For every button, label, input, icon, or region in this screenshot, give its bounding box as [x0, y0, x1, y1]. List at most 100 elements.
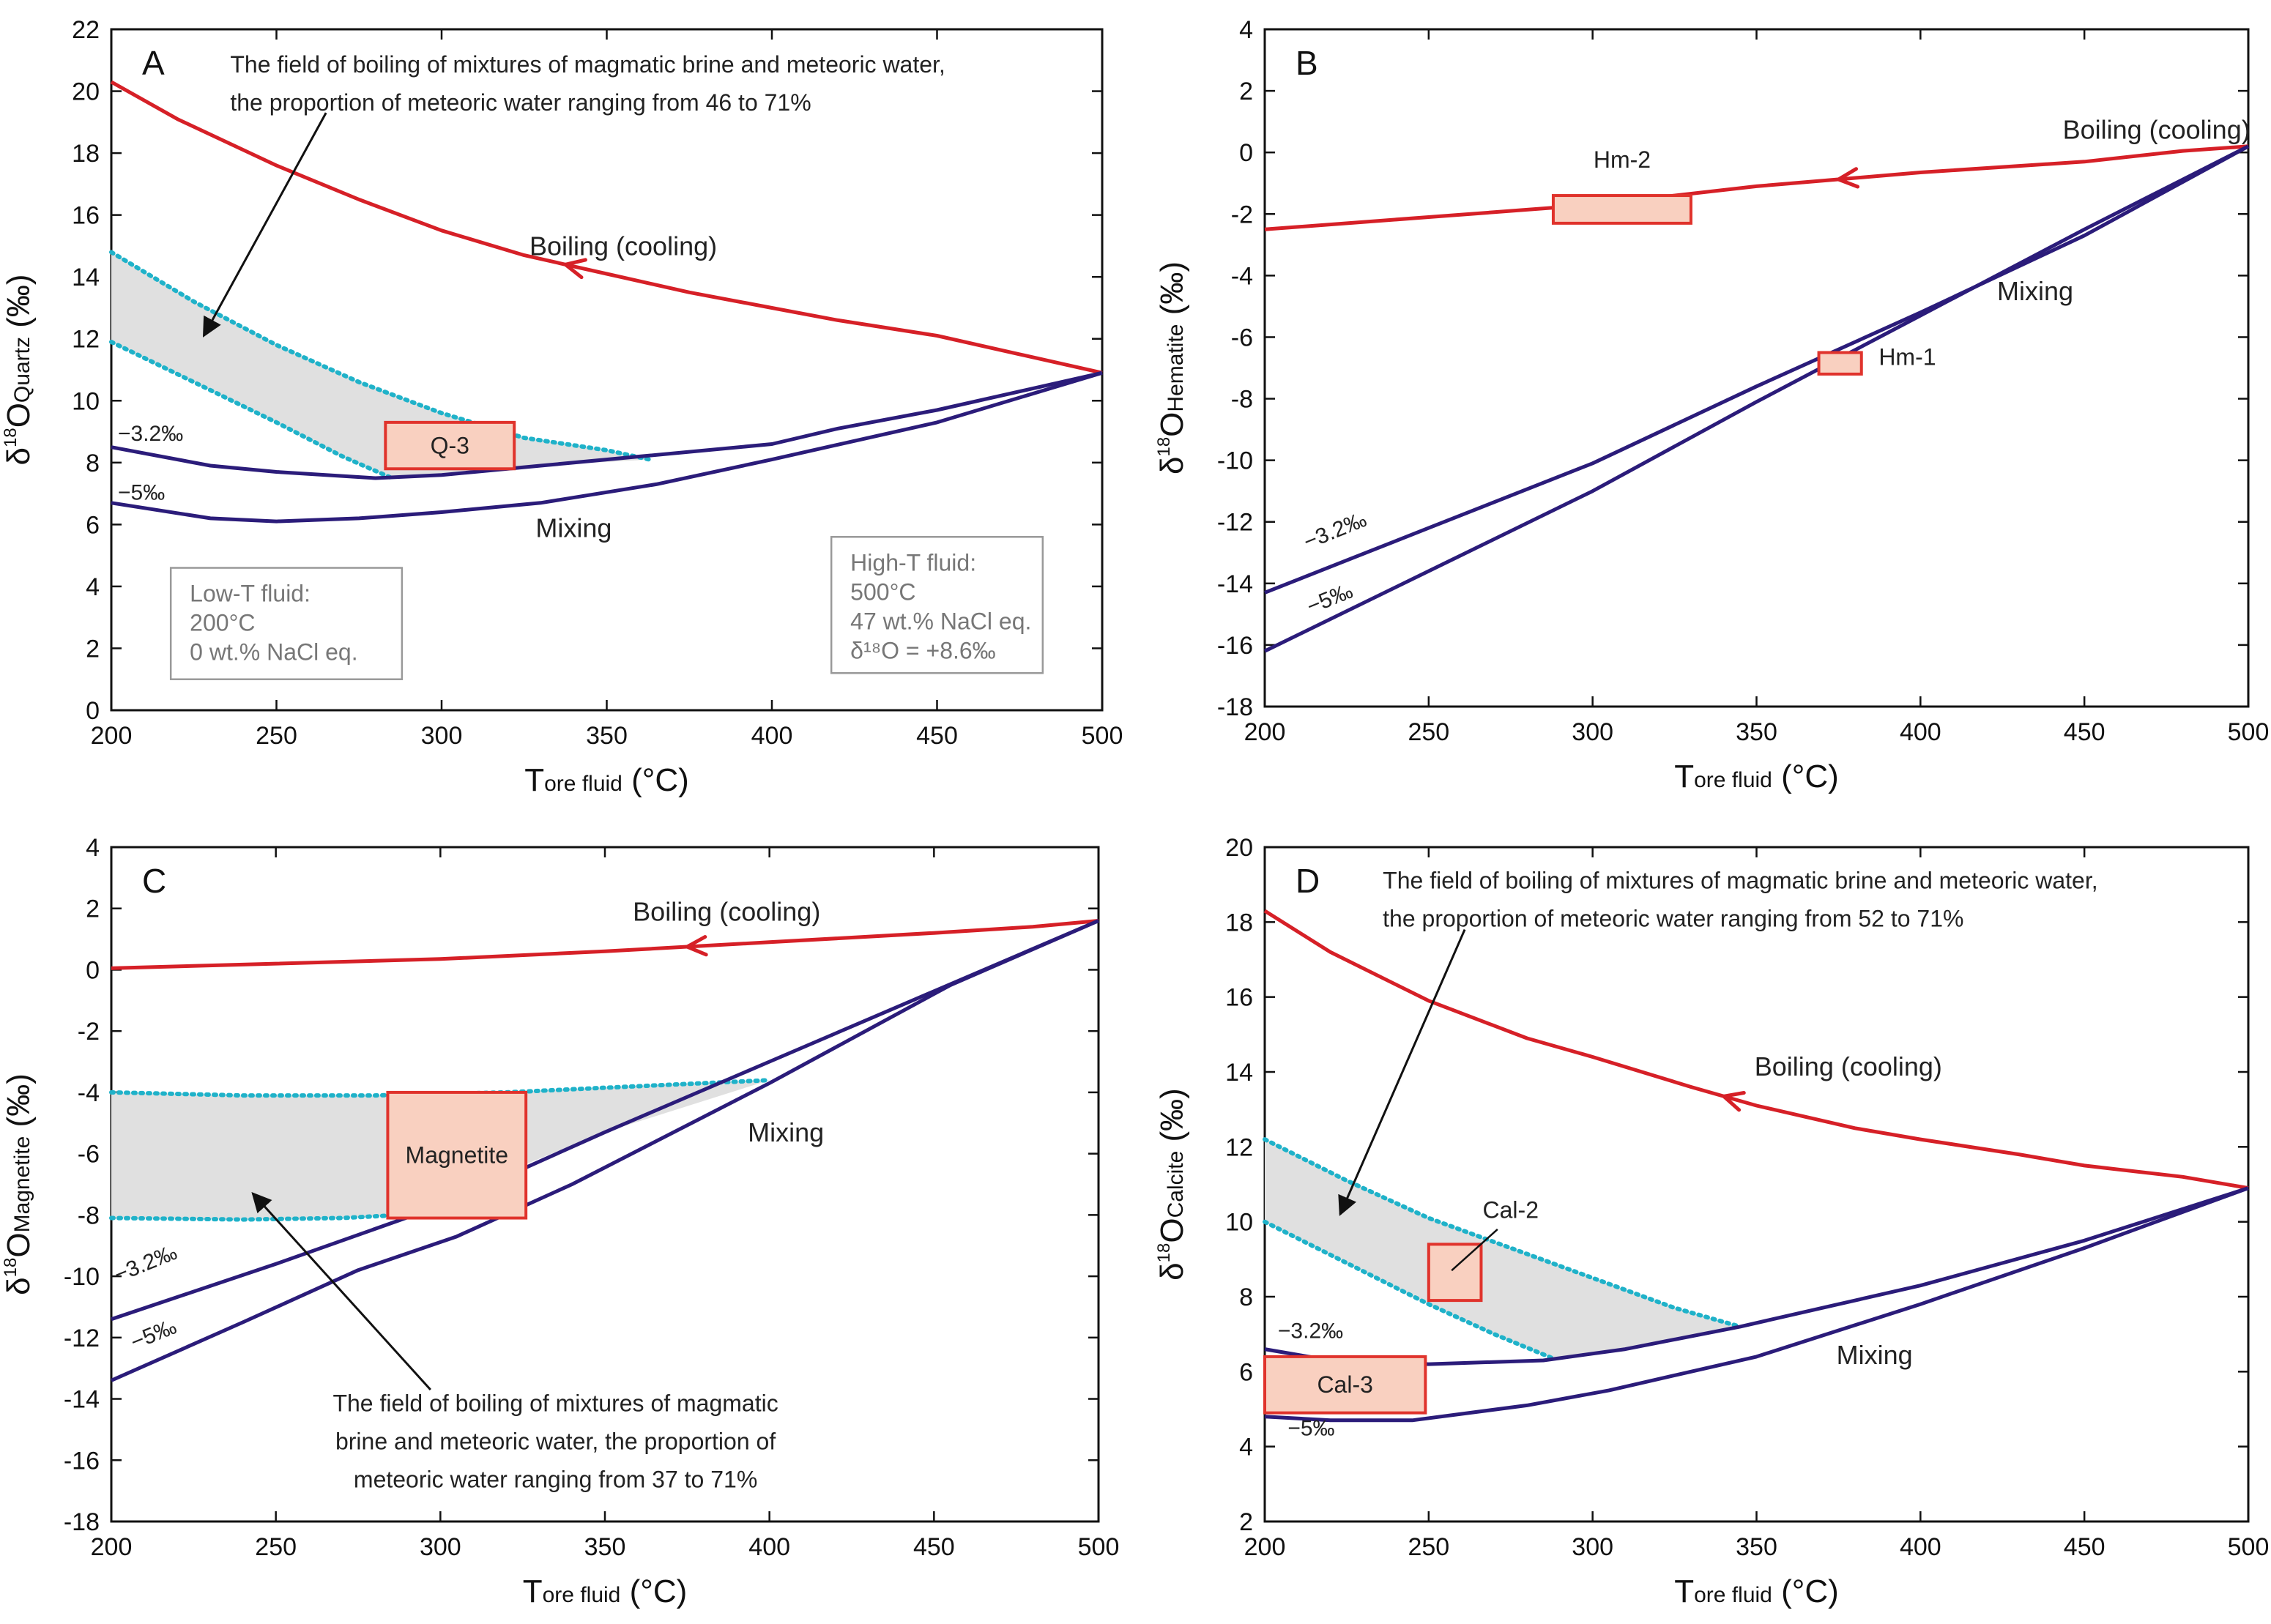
curve-label: Mixing — [748, 1117, 824, 1147]
sample-label: Hm-2 — [1594, 146, 1651, 173]
y-axis-sup: 18 — [1, 428, 21, 447]
isotope-label: −3.2‰ — [111, 1240, 180, 1287]
x-tick-label: 350 — [586, 722, 628, 750]
panel-letter: A — [142, 44, 165, 82]
cooling-direction-arrow — [1836, 167, 1860, 189]
x-tick-label: 300 — [420, 1533, 461, 1561]
field-lower-boundary — [109, 1213, 404, 1222]
sample-leader-line — [1451, 1228, 1498, 1272]
curve-label: Boiling (cooling) — [633, 896, 820, 926]
panel-b: 200 250 300 350 400 450 500 -18 -16 -14 -12 -10 -8 -6… — [1154, 16, 2269, 794]
x-axis-sub: ore fluid — [1694, 768, 1772, 792]
mixing-curve — [1264, 144, 2250, 595]
y-tick-label: -16 — [64, 1447, 100, 1475]
sample-label: Q-3 — [431, 433, 469, 459]
x-tick-label: 250 — [255, 1533, 297, 1561]
panel-a: 200 250 300 350 400 450 500 0 2 4 6 8 10 12 14 16 18 20 22… — [1, 16, 1123, 798]
sample-box — [1263, 1355, 1427, 1415]
x-tick-label: 400 — [751, 722, 793, 750]
fluid-info-box — [169, 567, 404, 680]
y-tick-label: 18 — [1225, 909, 1253, 936]
y-axis-unit: (‰) — [1154, 1088, 1190, 1151]
y-tick-label: 8 — [86, 450, 100, 477]
x-tick-label: 350 — [1736, 718, 1777, 746]
y-tick-label: 8 — [1239, 1284, 1253, 1311]
y-axis-sup: 18 — [1154, 437, 1174, 457]
mixing-curve — [1264, 1186, 2249, 1423]
boiling-curve — [111, 919, 1099, 970]
y-tick-label: 0 — [86, 956, 100, 984]
y-axis-unit: (‰) — [1, 1073, 37, 1136]
y-axis-title: δ18OCalcite (‰) — [1154, 1088, 1190, 1281]
x-tick-label: 200 — [1244, 718, 1286, 746]
mixing-curve — [111, 919, 1099, 1322]
x-tick-label: 450 — [2064, 1533, 2105, 1561]
y-tick-label: 2 — [86, 635, 100, 663]
fluid-info-line: Low-T fluid: — [190, 581, 311, 607]
y-tick-label: -12 — [1217, 509, 1253, 537]
annotation-line: meteoric water ranging from 37 to 71% — [354, 1466, 757, 1492]
fluid-info-line: High-T fluid: — [850, 549, 976, 576]
y-tick-label: -12 — [64, 1325, 100, 1352]
y-tick-label: 16 — [1225, 984, 1253, 1012]
y-tick-label: 18 — [72, 140, 100, 168]
y-axis-delta: δ — [1, 447, 37, 466]
y-axis-unit: (‰) — [1154, 261, 1190, 324]
y-tick-label: -8 — [1231, 386, 1253, 414]
y-tick-label: -18 — [1217, 693, 1253, 721]
y-tick-label: -14 — [64, 1386, 100, 1414]
fluid-info-line: 47 wt.% NaCl eq. — [850, 608, 1031, 634]
panel-letter: D — [1296, 862, 1320, 900]
curve-label: Boiling (cooling) — [2063, 114, 2250, 144]
annotation-line: the proportion of meteoric water ranging… — [230, 89, 811, 116]
x-axis-sub: ore fluid — [543, 1583, 621, 1607]
y-tick-label: -14 — [1217, 570, 1253, 598]
y-tick-label: -2 — [1231, 201, 1253, 228]
x-tick-label: 250 — [1408, 718, 1449, 746]
y-tick-label: 4 — [1239, 1434, 1253, 1461]
mixing-curve — [111, 370, 1103, 524]
x-tick-label: 500 — [2228, 718, 2270, 746]
x-tick-label: 450 — [916, 722, 958, 750]
y-tick-label: -4 — [78, 1079, 100, 1107]
y-tick-label: -10 — [1217, 447, 1253, 475]
y-tick-label: 22 — [72, 16, 100, 44]
isotope-label: −3.2‰ — [1300, 507, 1369, 554]
panel-letter: B — [1296, 44, 1318, 82]
y-tick-label: 16 — [72, 202, 100, 230]
annotation-line: the proportion of meteoric water ranging… — [1383, 905, 1963, 931]
y-tick-label: 12 — [1225, 1133, 1253, 1161]
sample-box — [1551, 194, 1692, 225]
y-axis-sub: Calcite — [1164, 1151, 1188, 1218]
y-tick-label: 0 — [1239, 139, 1253, 167]
x-tick-label: 450 — [913, 1533, 955, 1561]
y-tick-label: -8 — [78, 1202, 100, 1229]
curve-label: Boiling (cooling) — [1755, 1051, 1942, 1081]
sample-box — [386, 1090, 528, 1220]
y-axis-sub: Hematite — [1164, 324, 1188, 412]
isotope-label: −3.2‰ — [118, 422, 183, 446]
x-axis-main: T — [523, 1573, 543, 1609]
panel-letter: C — [142, 862, 166, 900]
y-tick-label: -18 — [64, 1508, 100, 1536]
cooling-direction-arrow — [563, 258, 587, 280]
field-lower-boundary — [109, 340, 395, 480]
y-tick-label: 0 — [86, 697, 100, 725]
x-axis-title: Tore fluid (°C) — [524, 762, 689, 798]
curve-label: Mixing — [1997, 276, 2073, 306]
y-axis-sub: Quartz — [10, 337, 34, 403]
y-tick-label: 14 — [72, 264, 100, 291]
annotation-arrow — [202, 112, 327, 338]
x-axis-title: Tore fluid (°C) — [1674, 1573, 1839, 1609]
y-tick-label: -2 — [78, 1018, 100, 1046]
x-tick-label: 400 — [1900, 1533, 1941, 1561]
x-axis-main: T — [1674, 759, 1694, 794]
y-tick-label: 6 — [86, 511, 100, 539]
y-axis-title: δ18OQuartz (‰) — [1, 275, 37, 466]
boiling-curve — [1264, 144, 2249, 231]
y-axis-title: δ18OMagnetite (‰) — [1, 1073, 37, 1295]
y-axis-title: δ18OHematite (‰) — [1154, 261, 1190, 474]
y-tick-label: 2 — [1239, 78, 1253, 105]
x-tick-label: 200 — [1244, 1533, 1286, 1561]
y-axis-delta: δ — [1, 1277, 37, 1295]
